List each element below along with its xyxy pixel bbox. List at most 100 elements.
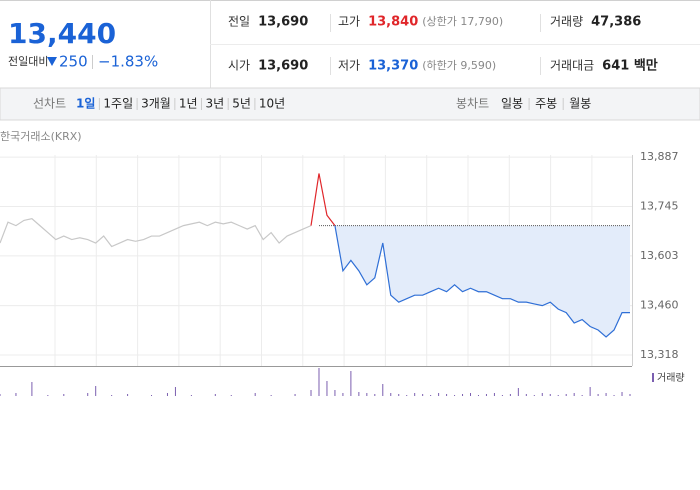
price: 13,440 [8,17,116,50]
volume-bar [438,393,440,396]
stat-value: 13,370 [368,59,418,74]
volume-bar [613,395,615,396]
volume-bar [557,395,559,396]
price-line [310,173,336,226]
tab[interactable]: 5년 [232,97,251,111]
stat-note: (하한가 9,590) [422,58,496,72]
volume-bar [334,390,336,396]
volume-bar [390,393,392,396]
volume-bar [493,393,495,396]
tab[interactable]: 1년 [179,97,198,111]
volume-bar [111,395,113,396]
volume-bar [430,395,432,396]
volume-bar [406,395,408,396]
volume-legend-swatch [652,373,654,382]
volume-bar [485,394,487,396]
volume-bar [541,393,543,396]
volume-bar [446,394,448,396]
change: 250 [59,53,88,71]
tab[interactable]: 3년 [206,97,225,111]
volume-bar [629,394,631,396]
volume-bar [47,395,49,396]
volume-bar [454,395,456,396]
stat-label: 저가 [338,59,360,73]
tab[interactable]: 월봉 [569,97,591,111]
volume-bar [517,388,519,396]
volume-bar [470,393,472,396]
volume-bar [174,387,176,396]
volume-bar [87,393,89,396]
volume-bar [573,393,575,396]
volume-bar [151,395,153,396]
stat-value: 13,840 [368,15,418,30]
volume-bar [605,393,607,396]
volume-bar [621,392,623,396]
tab-group-label: 선차트 [33,97,66,111]
volume-bar [310,390,312,396]
volume-bar [509,394,511,396]
volume-bar [230,395,232,396]
volume-bar [525,394,527,396]
volume-bar [350,371,352,396]
y-tick-label: 13,460 [640,299,679,312]
tab[interactable]: 1일 [76,97,95,111]
volume-bar [398,394,400,396]
volume-bar [63,394,65,396]
volume-bar [382,384,384,396]
volume-bar [374,394,376,396]
volume-bar [597,394,599,396]
tab-group-label: 봉차트 [456,97,489,111]
y-tick-label: 13,745 [640,199,679,212]
volume-bar [422,394,424,396]
volume-bar [318,368,320,396]
volume-bar [358,392,360,396]
volume-bar [414,393,416,396]
price-line [334,225,630,338]
stat-value: 13,690 [258,59,308,74]
volume-bar [166,393,168,396]
tab[interactable]: 일봉 [501,97,523,111]
volume-bar [214,394,216,396]
y-tick-label: 13,887 [640,150,679,163]
volume-bar [15,393,17,396]
volume-bar [366,393,368,396]
y-tick-label: 13,318 [640,348,679,361]
volume-bar [501,395,503,396]
stat-value: 641 백만 [602,58,658,74]
y-tick-label: 13,603 [640,249,679,262]
volume-bar [0,394,1,396]
volume-bar [477,395,479,396]
volume-label: 거래량 [657,372,685,384]
stat-label: 전일 [228,15,250,29]
volume-bar [95,386,97,396]
stat-value: 47,386 [591,15,641,30]
volume-bar [565,394,567,396]
volume-bar [533,395,535,396]
source: 한국거래소(KRX) [0,130,82,143]
volume-bar [127,394,129,396]
volume-bar [589,387,591,396]
volume-bar [190,395,192,396]
stat-label: 고가 [338,15,360,29]
volume-bar [342,393,344,396]
stat-label: 거래량 [550,15,583,29]
stat-value: 13,690 [258,15,308,30]
tab[interactable]: 1주일 [103,97,133,111]
tab[interactable]: 10년 [259,97,285,111]
change-label: 전일대비 [8,54,48,68]
area [334,225,630,337]
volume-bar [254,393,256,396]
price-line [0,218,312,248]
tab[interactable]: 3개월 [141,97,171,111]
stat-note: (상한가 17,790) [422,15,503,28]
volume-bar [326,381,328,396]
change-rate: −1.83% [98,53,158,71]
volume-bar [549,394,551,396]
volume-bar [270,395,272,396]
volume-bar [581,395,583,396]
volume-bar [462,394,464,396]
tab[interactable]: 주봉 [535,97,557,111]
volume-bar [31,382,33,396]
